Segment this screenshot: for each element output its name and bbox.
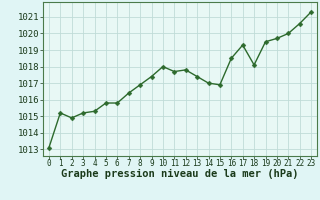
- X-axis label: Graphe pression niveau de la mer (hPa): Graphe pression niveau de la mer (hPa): [61, 169, 299, 179]
